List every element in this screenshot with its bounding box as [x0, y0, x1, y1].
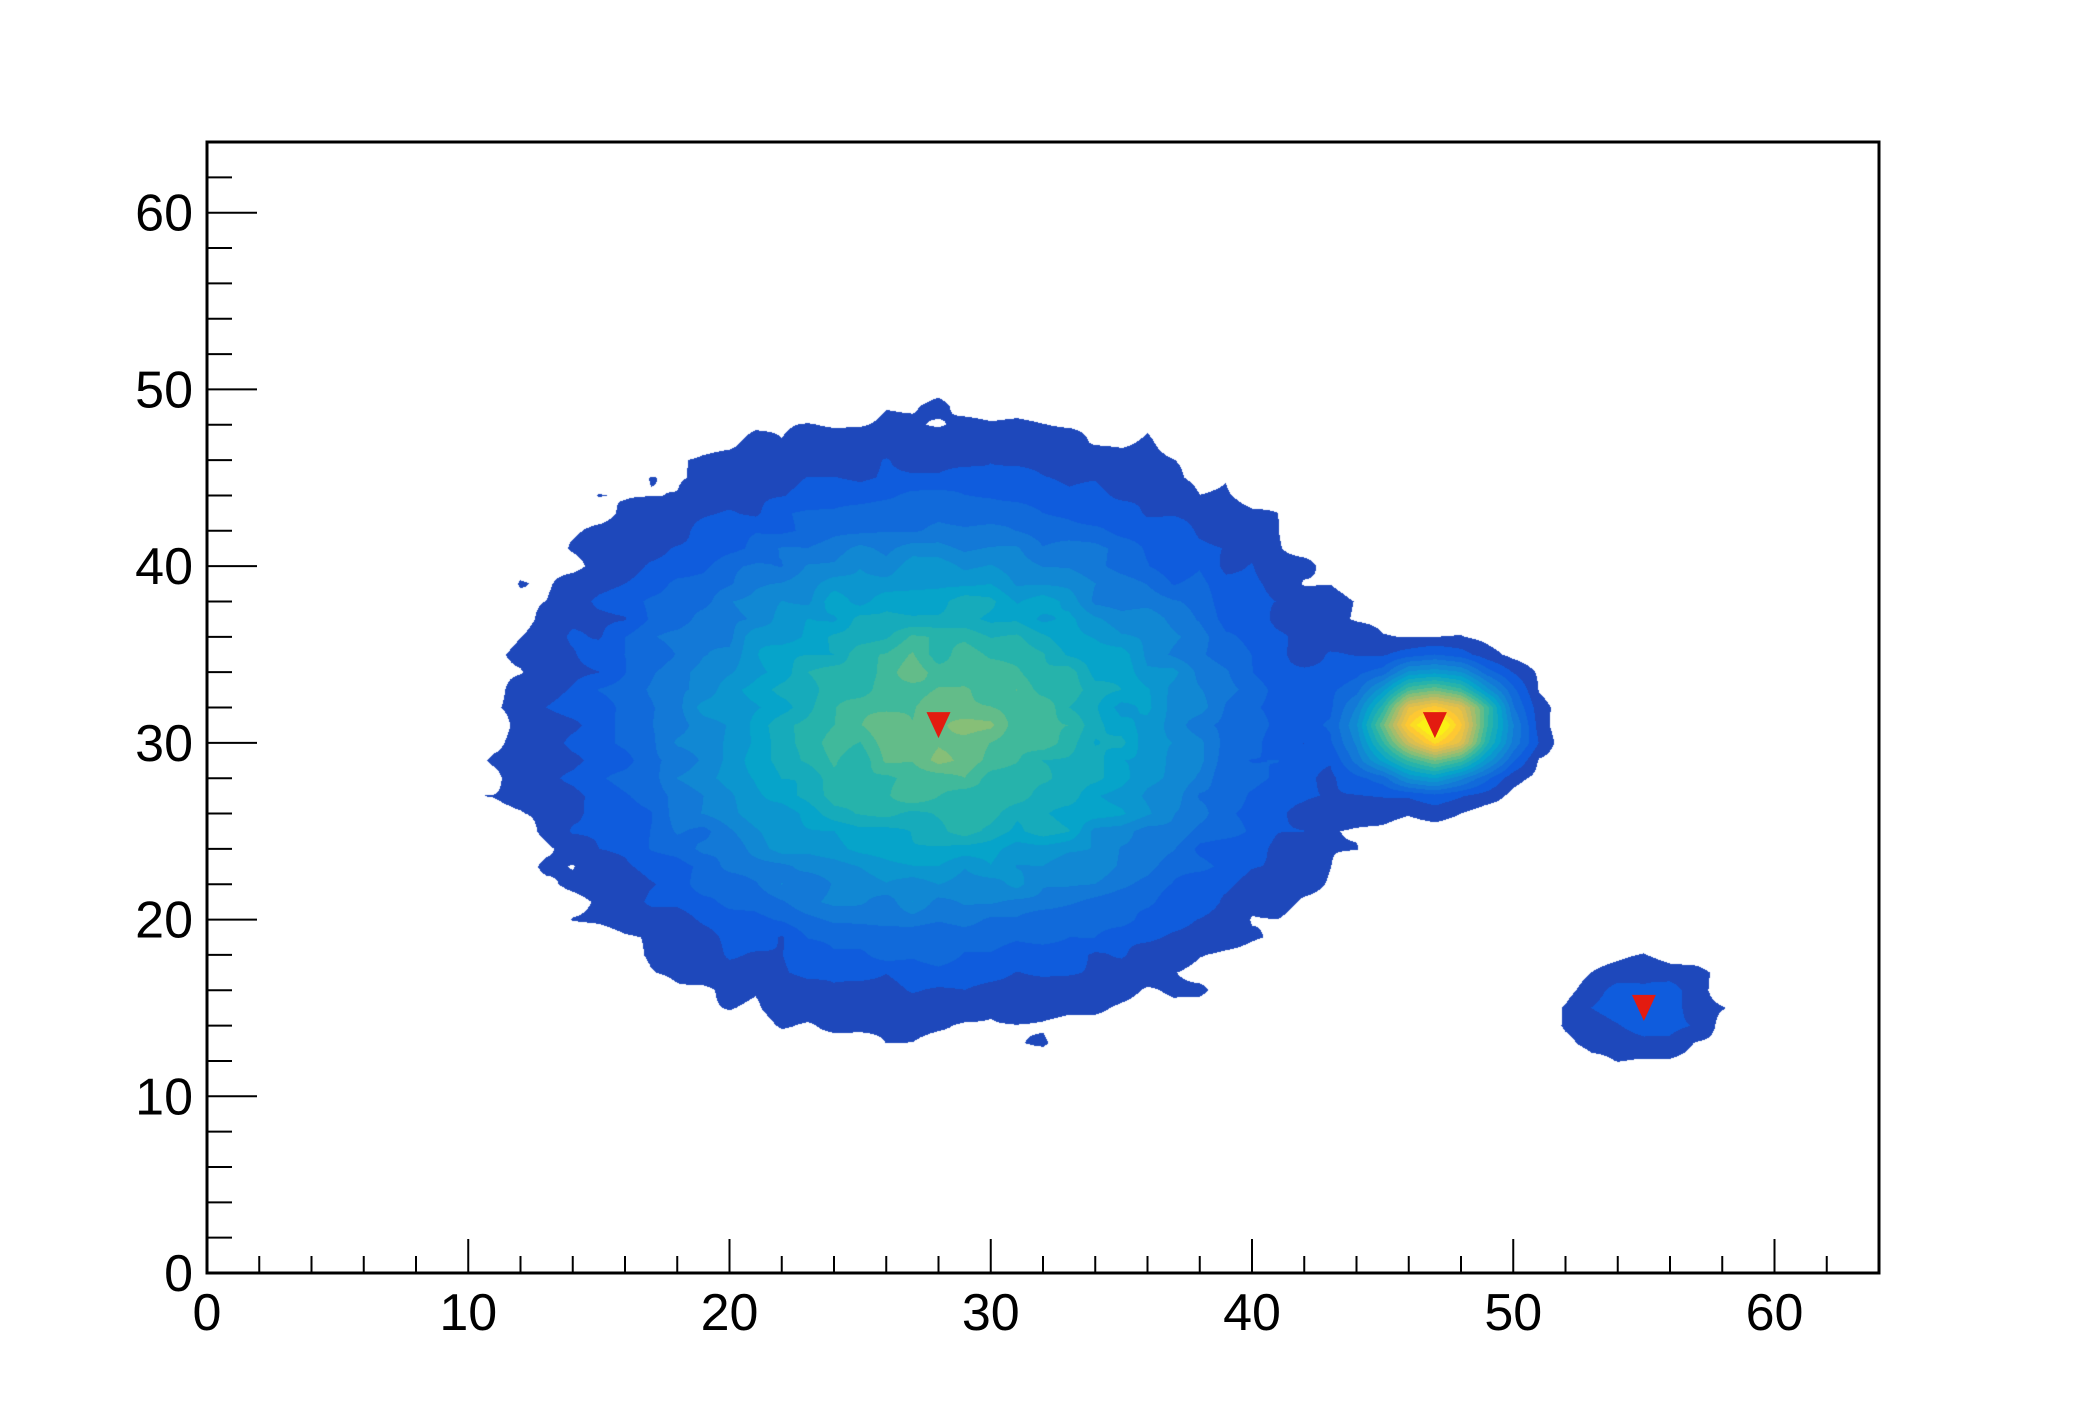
- y-axis-tick-label: 20: [135, 892, 193, 950]
- peak-marker-icon: [926, 712, 951, 739]
- x-axis-tick-label: 0: [193, 1284, 222, 1342]
- y-axis-tick-label: 50: [135, 361, 193, 419]
- y-axis-tick-label: 60: [135, 185, 193, 243]
- x-axis-tick-label: 50: [1484, 1284, 1542, 1342]
- x-axis-tick-label: 30: [962, 1284, 1020, 1342]
- y-axis-tick-label: 0: [164, 1245, 193, 1303]
- plot-frame: [205, 140, 1881, 1275]
- x-axis-tick-label: 60: [1746, 1284, 1804, 1342]
- peak-marker-icon: [1631, 994, 1656, 1021]
- x-axis-tick-label: 20: [701, 1284, 759, 1342]
- peak-marker-icon: [1422, 712, 1447, 739]
- x-axis-tick-label: 40: [1223, 1284, 1281, 1342]
- contour-plot-canvas: [207, 142, 1879, 1273]
- y-axis-tick-label: 30: [135, 715, 193, 773]
- y-axis-tick-label: 40: [135, 538, 193, 596]
- x-axis-tick-label: 10: [439, 1284, 497, 1342]
- y-axis-tick-label: 10: [135, 1068, 193, 1126]
